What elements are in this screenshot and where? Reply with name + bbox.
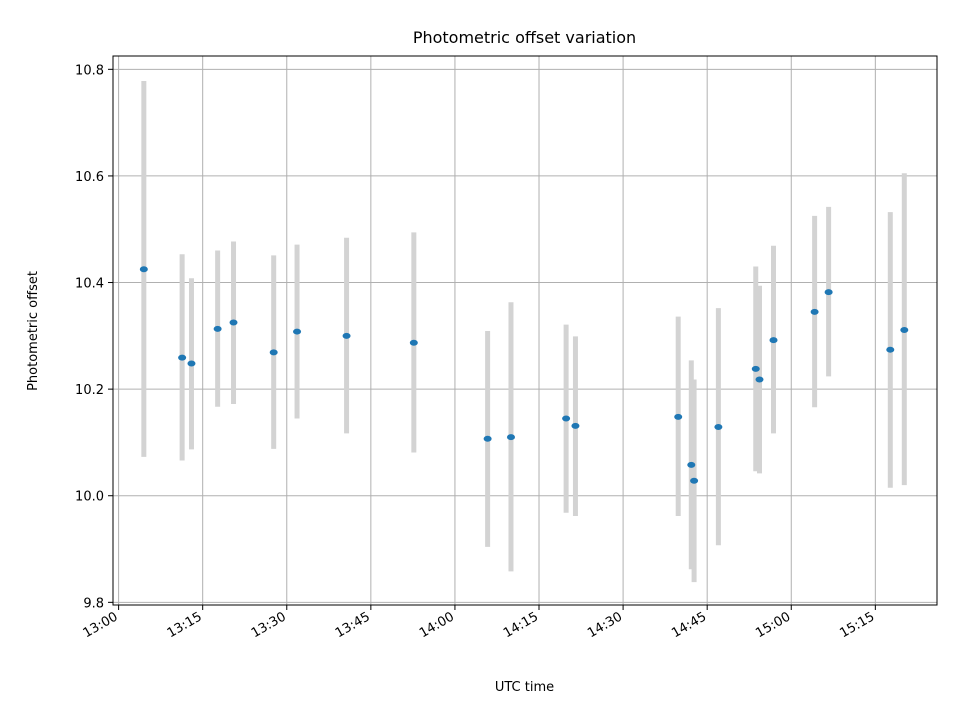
plot-frame (112, 55, 938, 606)
data-point (178, 354, 187, 361)
y-tick-label: 10.0 (75, 490, 104, 505)
y-tick-label: 10.6 (75, 170, 104, 185)
y-tick-label: 10.4 (75, 277, 104, 292)
data-points (139, 266, 909, 484)
x-axis-label: UTC time (495, 680, 554, 695)
data-point (769, 337, 778, 344)
data-point (886, 346, 895, 353)
y-tick-label: 10.8 (75, 63, 104, 78)
y-tick-label: 10.2 (75, 383, 104, 398)
data-point (213, 325, 222, 332)
data-point (506, 434, 515, 441)
y-tick-label: 9.8 (83, 596, 104, 611)
chart-title: Photometric offset variation (413, 28, 636, 47)
data-point (139, 266, 148, 273)
data-point (483, 435, 492, 442)
data-point (409, 339, 418, 346)
data-point (824, 289, 833, 296)
data-point (714, 423, 723, 430)
data-point (562, 415, 571, 422)
data-point (687, 461, 696, 468)
data-point (229, 319, 238, 326)
data-point (810, 308, 819, 315)
y-ticks: 9.8 10.0 10.2 10.4 10.6 10.8 (75, 63, 113, 611)
data-point (293, 328, 302, 335)
data-point (751, 365, 760, 372)
data-point (571, 422, 580, 429)
grid (113, 56, 937, 605)
data-point (269, 349, 278, 356)
data-point (900, 326, 909, 333)
data-point (342, 332, 351, 339)
data-point (674, 413, 683, 420)
data-point (755, 376, 764, 383)
data-point (187, 360, 196, 367)
data-point (690, 477, 699, 484)
y-axis-label: Photometric offset (26, 271, 41, 391)
